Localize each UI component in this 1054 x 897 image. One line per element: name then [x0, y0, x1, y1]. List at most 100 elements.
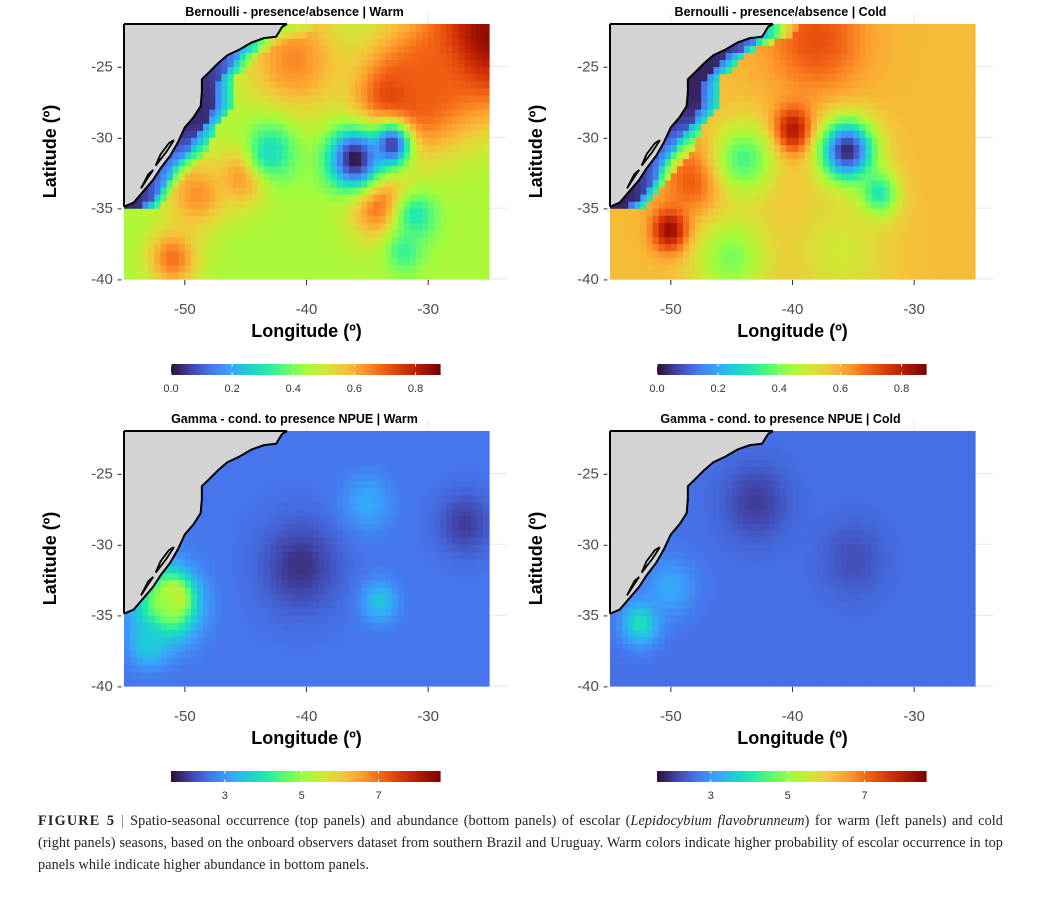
- heat-cell: [239, 151, 247, 160]
- heat-cell: [914, 158, 921, 167]
- heat-cell: [136, 236, 143, 245]
- heat-cell: [203, 201, 210, 209]
- heat-cell: [725, 130, 733, 138]
- heat-cell: [385, 52, 393, 61]
- heat-cell: [713, 137, 721, 146]
- heat-cell: [434, 208, 441, 216]
- heat-cell: [288, 52, 295, 61]
- heat-cell: [804, 243, 812, 252]
- heat-cell: [950, 229, 958, 238]
- colorbar-segment: [784, 364, 788, 375]
- heat-cell: [288, 24, 295, 32]
- heat-cell: [136, 243, 143, 252]
- heat-cell: [482, 137, 490, 146]
- heat-cell: [938, 208, 946, 216]
- heat-cell: [391, 250, 399, 259]
- heat-cell: [835, 165, 842, 174]
- heat-cell: [889, 243, 897, 252]
- heat-cell: [343, 264, 350, 273]
- heat-cell: [707, 151, 715, 160]
- heat-cell: [877, 179, 885, 188]
- heat-cell: [245, 87, 253, 96]
- colorbar-segment: [809, 364, 813, 375]
- heat-cell: [294, 151, 302, 160]
- heat-cell: [130, 636, 137, 645]
- heat-cell: [908, 59, 915, 68]
- heat-cell: [853, 271, 861, 280]
- heat-cell: [391, 87, 399, 96]
- heat-cell: [847, 201, 854, 209]
- heat-cell: [847, 250, 854, 259]
- heat-cell: [956, 101, 964, 110]
- heat-cell: [883, 130, 891, 138]
- heat-cell: [233, 172, 241, 181]
- heat-cell: [160, 165, 168, 174]
- heat-cell: [847, 186, 854, 195]
- heat-cell: [737, 94, 745, 103]
- heat-cell: [312, 101, 320, 110]
- heat-cell: [950, 236, 958, 245]
- heat-cell: [178, 222, 186, 231]
- heat-cell: [209, 271, 216, 280]
- heat-cell: [610, 250, 617, 259]
- heat-cell: [270, 229, 277, 238]
- heat-cell: [634, 236, 642, 245]
- heat-cell: [276, 52, 283, 61]
- heat-cell: [336, 130, 344, 138]
- heat-cell: [239, 130, 247, 138]
- heat-cell: [889, 45, 897, 53]
- colorbar-segment: [890, 364, 893, 375]
- heat-cell: [355, 80, 362, 89]
- heat-cell: [452, 201, 460, 209]
- heat-cell: [920, 165, 927, 174]
- heat-cell: [780, 116, 788, 124]
- heat-cell: [355, 172, 362, 181]
- heat-cell: [968, 208, 976, 216]
- heat-cell: [774, 24, 781, 32]
- x-tick-label: -40: [296, 301, 318, 318]
- heat-cell: [263, 116, 271, 124]
- heat-cell: [434, 130, 441, 138]
- heat-cell: [944, 222, 952, 231]
- heat-cell: [276, 201, 283, 209]
- heat-cell: [124, 243, 131, 252]
- heat-cell: [835, 73, 842, 82]
- heat-cell: [914, 236, 921, 245]
- heat-cell: [470, 236, 478, 245]
- heat-cell: [251, 257, 259, 266]
- heat-cell: [178, 608, 186, 616]
- heat-cell: [835, 144, 842, 153]
- heat-cell: [385, 123, 393, 131]
- heat-cell: [470, 229, 478, 238]
- heat-cell: [774, 80, 781, 89]
- heat-cell: [707, 172, 715, 181]
- heat-cell: [950, 194, 958, 202]
- heat-cell: [245, 264, 253, 273]
- heat-cell: [774, 31, 781, 39]
- heat-cell: [172, 622, 180, 630]
- heat-cell: [361, 165, 368, 174]
- heat-cell: [968, 66, 976, 75]
- colorbar-segment: [323, 364, 327, 375]
- heat-cell: [683, 144, 690, 153]
- heat-cell: [853, 59, 861, 68]
- heat-cell: [719, 186, 727, 195]
- heat-cell: [263, 137, 271, 146]
- heat-cell: [409, 172, 417, 181]
- heat-cell: [294, 130, 302, 138]
- heat-cell: [336, 172, 344, 181]
- heat-cell: [136, 664, 143, 673]
- heat-cell: [664, 179, 672, 188]
- heat-cell: [871, 194, 879, 202]
- colorbar-segment: [692, 364, 696, 375]
- heat-cell: [428, 87, 435, 96]
- heat-cell: [926, 94, 934, 103]
- heat-cell: [908, 101, 915, 110]
- heat-cell: [215, 250, 222, 259]
- heat-cell: [209, 123, 216, 131]
- heat-cell: [695, 80, 702, 89]
- heat-cell: [373, 208, 381, 216]
- colorbar-segment: [244, 364, 248, 375]
- heat-cell: [829, 158, 836, 167]
- heat-cell: [713, 94, 721, 103]
